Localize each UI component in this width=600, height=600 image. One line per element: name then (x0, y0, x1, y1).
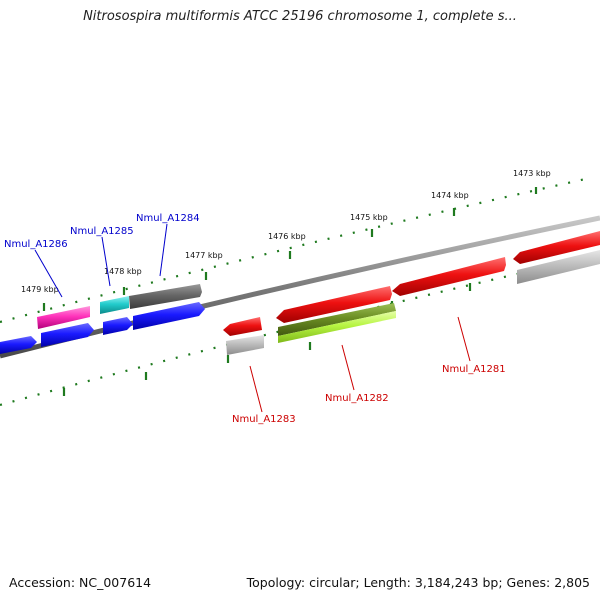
gene-arrow-blue-left[interactable] (0, 336, 37, 354)
scale-label-1477: 1477 kbp (185, 251, 223, 260)
gene-arrow-blue-4[interactable] (133, 302, 205, 330)
gene-arrow-red-upper-right[interactable] (392, 257, 506, 296)
map-title: Nitrosospira multiformis ATCC 25196 chro… (83, 9, 517, 24)
genome-summary-text: Topology: circular; Length: 3,184,243 bp… (246, 575, 590, 590)
gene-label-a1281[interactable]: Nmul_A1281 (442, 364, 506, 375)
gene-label-a1285[interactable]: Nmul_A1285 (70, 226, 134, 237)
scale-label-1473: 1473 kbp (513, 169, 551, 178)
gene-arrow-lime[interactable] (278, 311, 396, 343)
leader-line-a1282 (341, 344, 355, 391)
gene-label-a1282[interactable]: Nmul_A1282 (325, 393, 389, 404)
gene-arrow-olive[interactable] (278, 303, 396, 336)
major-ticks (42, 187, 538, 311)
gene-arrow-light-gray-right[interactable] (517, 250, 600, 284)
gene-arrow-red-small[interactable] (223, 317, 262, 336)
gene-arrow-red-far-right[interactable] (513, 231, 600, 264)
scale-label-1479: 1479 kbp (21, 285, 59, 294)
gene-label-a1283[interactable]: Nmul_A1283 (232, 414, 296, 425)
gene-arrow-cyan[interactable] (100, 296, 129, 314)
gene-label-a1284[interactable]: Nmul_A1284 (136, 213, 200, 224)
gene-arrow-dark-gray[interactable] (129, 284, 202, 309)
gene-arrow-light-gray[interactable] (226, 335, 264, 355)
scale-label-1475: 1475 kbp (350, 213, 388, 222)
gene-arrow-blue-3[interactable] (103, 317, 133, 335)
leader-line-a1284 (159, 223, 168, 277)
scale-label-1478: 1478 kbp (104, 267, 142, 276)
leader-line-a1286 (34, 249, 63, 298)
leader-line-a1281 (457, 316, 471, 362)
scale-label-1476: 1476 kbp (268, 232, 306, 241)
gene-arrow-red-large[interactable] (276, 286, 392, 323)
leader-line-a1285 (101, 236, 111, 287)
leader-line-a1283 (249, 365, 263, 413)
scale-label-1474: 1474 kbp (431, 191, 469, 200)
upper-scale-track (0, 176, 591, 324)
gene-arrow-magenta[interactable] (37, 306, 90, 329)
accession-text: Accession: NC_007614 (9, 575, 152, 590)
gene-label-a1286[interactable]: Nmul_A1286 (4, 239, 68, 250)
gene-arrow-blue-2[interactable] (41, 323, 94, 347)
